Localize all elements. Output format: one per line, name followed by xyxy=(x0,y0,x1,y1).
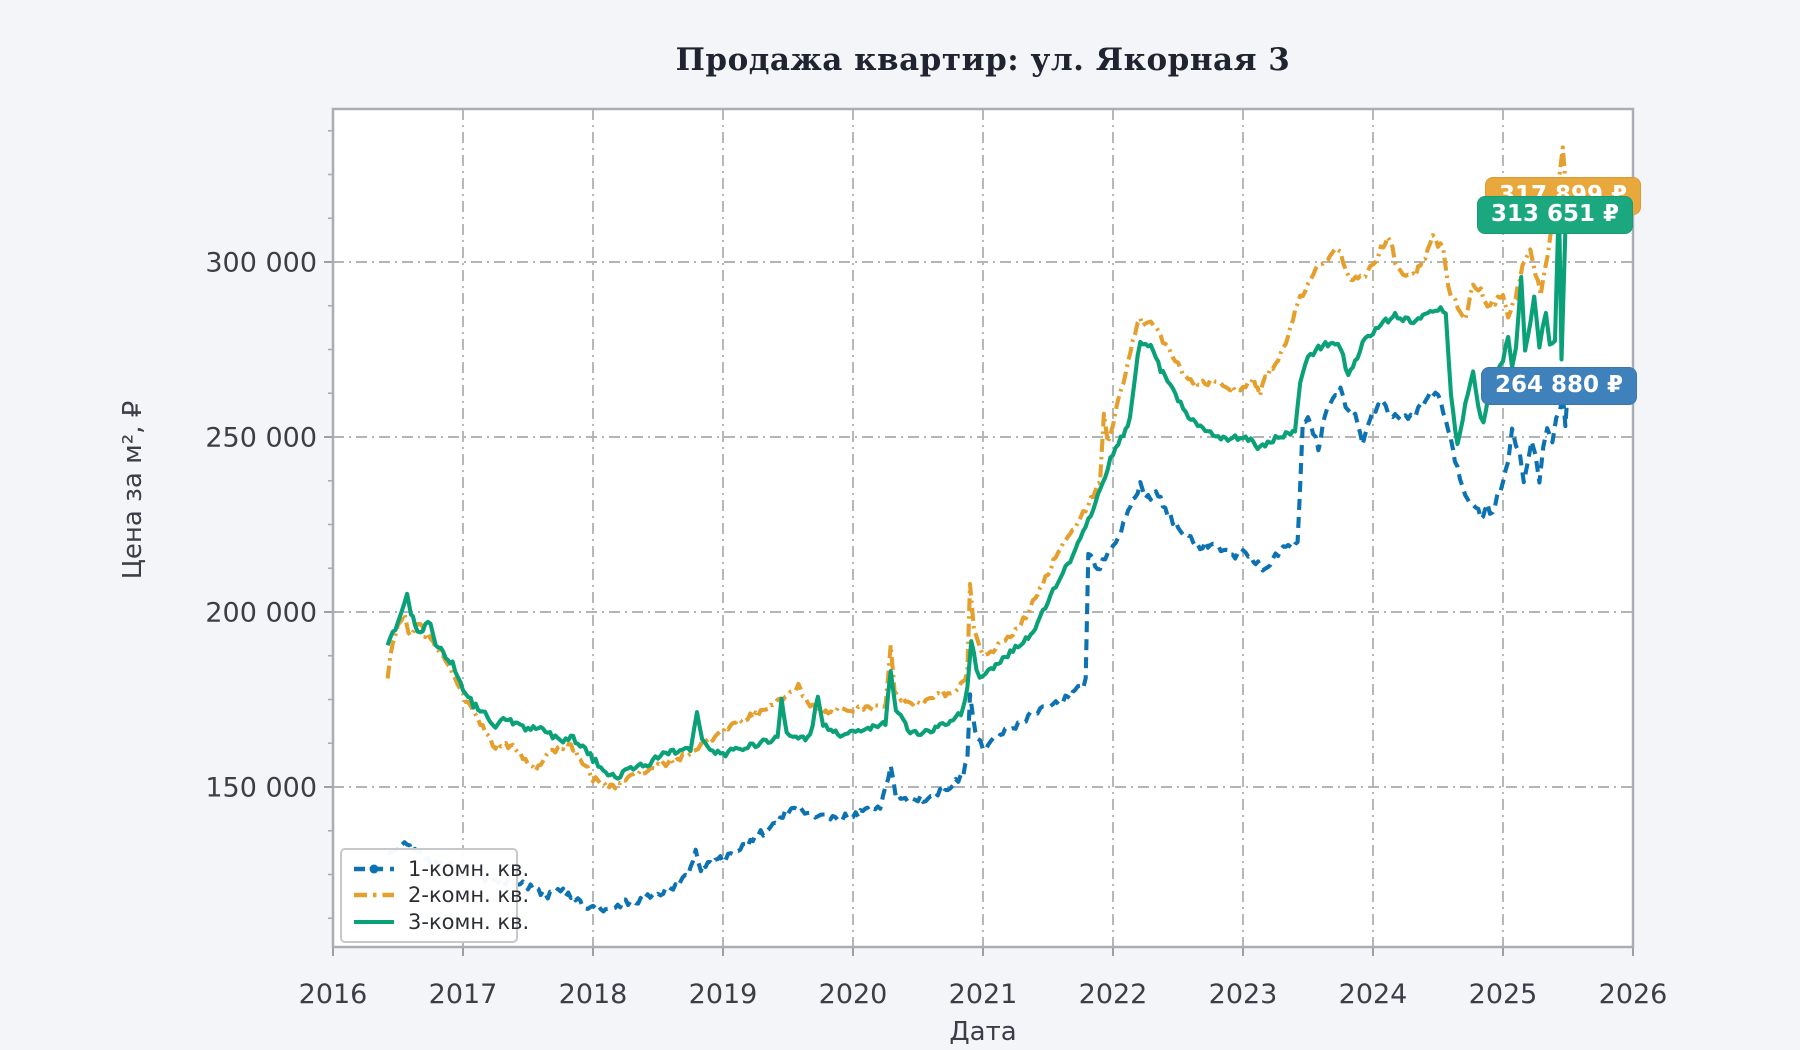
x-tick-label: 2024 xyxy=(1339,979,1408,1010)
series-line-3-room xyxy=(385,195,1571,781)
x-tick-label: 2026 xyxy=(1599,979,1668,1010)
series-line-2-room xyxy=(385,145,1571,792)
y-tick-label: 200 000 xyxy=(205,598,317,629)
x-tick-label: 2018 xyxy=(559,979,628,1010)
series-line-1-room xyxy=(386,384,1571,914)
legend-sample-dashed-line xyxy=(354,864,394,874)
legend-item-2room: 2-комн. кв. xyxy=(352,883,529,907)
legend-item-label: 2-комн. кв. xyxy=(408,883,530,908)
end-value-badge-3room: 313 651 ₽ xyxy=(1476,196,1633,234)
x-tick-label: 2022 xyxy=(1079,979,1148,1010)
x-tick-label: 2021 xyxy=(949,979,1018,1010)
y-tick-label: 300 000 xyxy=(205,248,317,279)
legend-item-1room: 1-комн. кв. xyxy=(352,857,529,881)
legend-sample-dashdot-line xyxy=(354,893,394,898)
x-tick-label: 2020 xyxy=(819,979,888,1010)
x-tick-label: 2017 xyxy=(429,979,498,1010)
x-axis-title: Дата xyxy=(949,1017,1016,1047)
x-tick-label: 2023 xyxy=(1209,979,1278,1010)
x-tick-label: 2019 xyxy=(689,979,758,1010)
legend-item-label: 3-комн. кв. xyxy=(408,909,530,934)
x-tick-label: 2025 xyxy=(1469,979,1538,1010)
y-axis-title: Цена за м², ₽ xyxy=(118,401,148,580)
page-title: Продажа квартир: ул. Якорная 3 xyxy=(675,42,1291,78)
legend-item-3room: 3-комн. кв. xyxy=(352,910,529,934)
y-tick-label: 150 000 xyxy=(205,773,317,804)
legend-item-label: 1-комн. кв. xyxy=(408,857,530,882)
legend-sample-solid-line xyxy=(354,919,394,924)
x-tick-label: 2016 xyxy=(299,979,368,1010)
end-value-badge-1room: 264 880 ₽ xyxy=(1480,367,1637,405)
plot-border xyxy=(331,107,1635,949)
legend: 1-комн. кв. 2-комн. кв. 3-комн. кв. xyxy=(340,848,529,943)
y-tick-label: 250 000 xyxy=(205,423,317,454)
